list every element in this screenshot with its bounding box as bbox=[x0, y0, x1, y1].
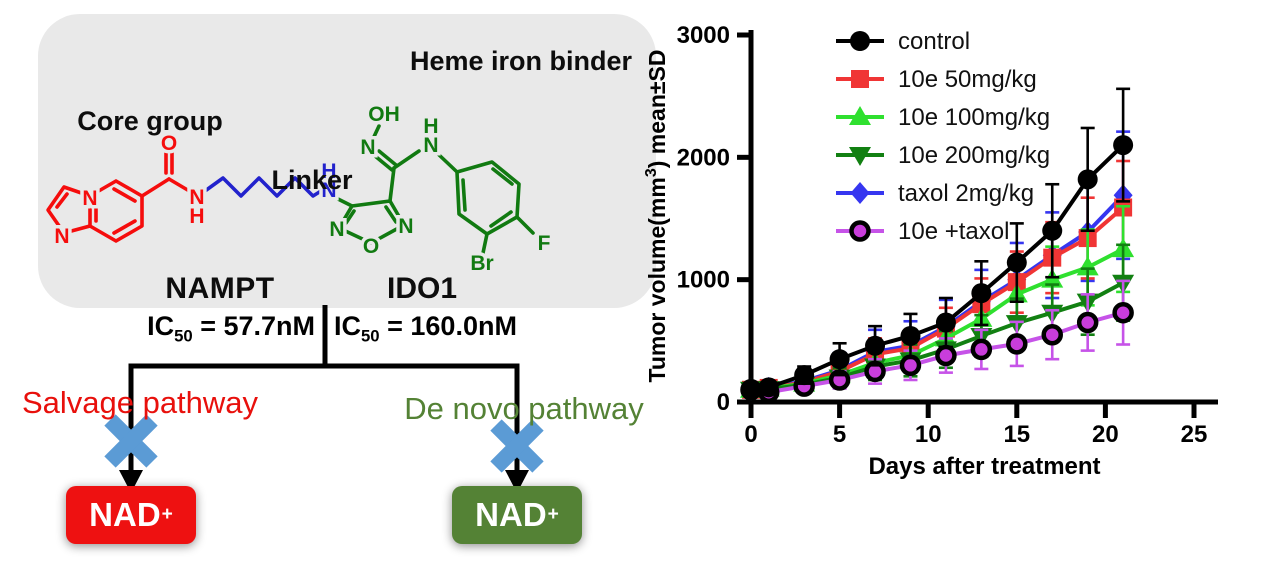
molecule-core-bonds bbox=[46, 149, 193, 243]
atom-label: N bbox=[189, 186, 204, 209]
atom-label: N bbox=[321, 179, 336, 202]
de-novo-pathway-label: De novo pathway bbox=[404, 391, 644, 426]
nad-box-de-novo: NAD + bbox=[452, 486, 582, 544]
marker-circle bbox=[935, 312, 956, 333]
series-control bbox=[741, 87, 1134, 400]
marker-circle-open bbox=[935, 344, 957, 367]
y-tick-label: 3000 bbox=[677, 22, 730, 49]
marker-circle-open bbox=[1006, 333, 1028, 355]
atom-label: N bbox=[360, 136, 375, 159]
marker-circle-open bbox=[1112, 301, 1134, 324]
marker-circle bbox=[1006, 252, 1027, 273]
marker-square bbox=[851, 70, 869, 88]
marker-circle bbox=[971, 283, 992, 304]
salvage-pathway-label: Salvage pathway bbox=[21, 385, 259, 420]
marker-circle-open bbox=[849, 220, 871, 242]
legend-item-control: control bbox=[836, 28, 970, 55]
block-x-icon-right bbox=[490, 419, 544, 473]
atom-label: N bbox=[82, 187, 97, 210]
y-tick-label: 1000 bbox=[677, 267, 730, 294]
legend-item-taxol-2mg-kg: taxol 2mg/kg bbox=[836, 180, 1034, 207]
marker-triangle-up bbox=[849, 106, 871, 125]
x-tick-label: 20 bbox=[1092, 421, 1119, 448]
marker-triangle-down bbox=[849, 147, 871, 166]
chart-axes: 0 5 10 15 20 25 0 1000 2000 3000 Days after treatm… bbox=[643, 22, 1218, 480]
structure-panel-background bbox=[38, 14, 656, 308]
atom-label: Br bbox=[470, 252, 493, 275]
nampt-label: NAMPT bbox=[165, 272, 275, 305]
legend-label: taxol 2mg/kg bbox=[898, 180, 1034, 207]
block-x-icon-left bbox=[104, 414, 158, 468]
ic50-nampt-value: IC50 = 57.7nM bbox=[147, 311, 315, 346]
x-tick-label: 25 bbox=[1181, 421, 1208, 448]
atom-label: O bbox=[363, 235, 379, 258]
molecule-binder-bonds bbox=[334, 124, 535, 255]
legend-label: 10e 50mg/kg bbox=[898, 66, 1037, 93]
chart-legend: control 10e 50mg/kg 10e 100mg/kg 10e 200mg/… bbox=[836, 28, 1050, 245]
series-10e-taxol bbox=[740, 279, 1134, 403]
linker-label: Linker bbox=[271, 165, 353, 195]
x-tick-label: 15 bbox=[1003, 421, 1030, 448]
legend-item-10e-taxol: 10e +taxol bbox=[836, 218, 1009, 245]
marker-circle bbox=[829, 349, 850, 370]
atom-label: H bbox=[321, 160, 336, 183]
atom-label: N bbox=[329, 218, 344, 241]
atom-label: N bbox=[423, 134, 438, 157]
marker-circle-open bbox=[1076, 311, 1099, 334]
y-axis-title: Tumor volume(mm3) mean±SD bbox=[643, 50, 670, 383]
tspan: ) mean±SD bbox=[644, 50, 670, 169]
marker-circle bbox=[900, 325, 921, 346]
legend-item-10e-200mg-kg: 10e 200mg/kg bbox=[836, 142, 1050, 169]
atom-label: OH bbox=[368, 103, 400, 126]
marker-circle bbox=[758, 377, 779, 398]
marker-triangle-up bbox=[1076, 256, 1099, 276]
y-tick-label: 2000 bbox=[677, 144, 730, 171]
core-group-label: Core group bbox=[77, 106, 223, 136]
tspan: Tumor volume(mm bbox=[644, 177, 670, 382]
nad-box-salvage: NAD + bbox=[66, 486, 196, 544]
legend-item-10e-100mg-kg: 10e 100mg/kg bbox=[836, 104, 1050, 131]
legend-label: 10e 100mg/kg bbox=[898, 104, 1050, 131]
arrowhead-right bbox=[505, 470, 529, 493]
atom-label: H bbox=[189, 205, 204, 228]
legend-label: 10e +taxol bbox=[898, 218, 1009, 245]
atom-label: N bbox=[398, 215, 413, 238]
y-tick-label: 0 bbox=[717, 389, 730, 416]
x-axis-title: Days after treatment bbox=[868, 453, 1100, 480]
marker-circle bbox=[1042, 220, 1063, 241]
marker-circle bbox=[850, 31, 870, 51]
atom-label: H bbox=[423, 115, 438, 138]
heme-iron-binder-label: Heme iron binder bbox=[409, 46, 633, 76]
legend-label: control bbox=[898, 28, 970, 55]
x-tick-label: 10 bbox=[915, 421, 942, 448]
marker-diamond bbox=[850, 182, 870, 204]
marker-circle-open bbox=[970, 338, 993, 361]
legend-label: 10e 200mg/kg bbox=[898, 142, 1050, 169]
marker-circle-open bbox=[1041, 323, 1063, 346]
marker-circle bbox=[1077, 169, 1098, 190]
atom-label: O bbox=[161, 132, 177, 155]
marker-circle bbox=[741, 379, 761, 400]
legend-item-10e-50mg-kg: 10e 50mg/kg bbox=[836, 66, 1037, 93]
marker-circle bbox=[794, 365, 815, 386]
atom-label: N bbox=[54, 225, 69, 248]
atom-label: F bbox=[538, 232, 551, 255]
tspan: 3 bbox=[643, 168, 660, 177]
arrowhead-left bbox=[119, 470, 143, 493]
x-tick-label: 5 bbox=[833, 421, 846, 448]
ido1-label: IDO1 bbox=[386, 272, 458, 305]
marker-circle-open bbox=[899, 354, 922, 377]
marker-circle bbox=[1113, 135, 1134, 156]
marker-circle bbox=[865, 335, 886, 356]
ic50-ido1-value: IC50 = 160.0nM bbox=[334, 311, 517, 346]
x-tick-label: 0 bbox=[744, 421, 757, 448]
molecule-linker-bonds bbox=[203, 176, 323, 198]
